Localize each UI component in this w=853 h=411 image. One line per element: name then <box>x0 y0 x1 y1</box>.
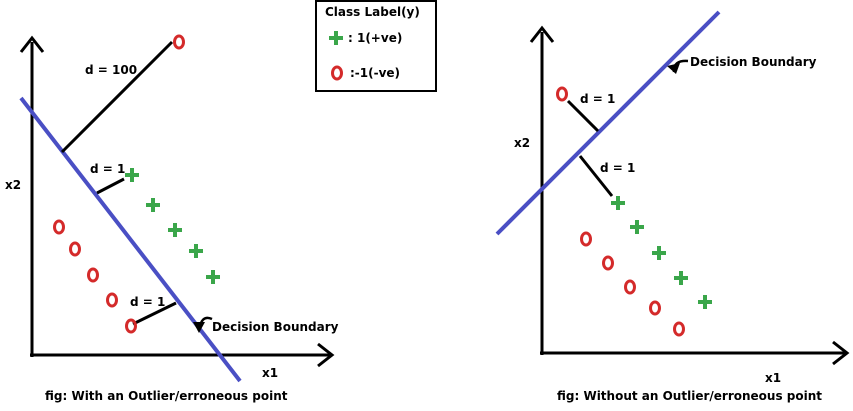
left-x-axis-label: x1 <box>262 366 278 380</box>
right-decision-boundary <box>495 10 721 236</box>
right-y-axis <box>529 25 555 355</box>
left-negative-point <box>53 219 65 235</box>
left-y-axis-label: x2 <box>5 178 21 192</box>
right-x-axis <box>540 340 850 366</box>
left-outlier-distance-label: d = 100 <box>85 63 137 77</box>
left-boundary-label: Decision Boundary <box>212 320 339 334</box>
left-y-axis <box>19 35 45 357</box>
right-plot: d = 1 d = 1 Decision Boundary x2 x1 fig:… <box>495 10 850 403</box>
right-negative-point <box>649 300 661 316</box>
right-negative-point <box>602 255 614 271</box>
left-positive-point <box>206 270 220 284</box>
right-caption: fig: Without an Outlier/erroneous point <box>557 389 822 403</box>
left-positive-point <box>146 198 160 212</box>
left-positive-distance-label: d = 1 <box>90 162 125 176</box>
right-negative-point <box>556 86 568 102</box>
right-negative-point <box>580 231 592 247</box>
right-positive-point <box>652 246 666 260</box>
right-negative-distance-label: d = 1 <box>580 92 615 106</box>
left-negative-distance-label: d = 1 <box>130 295 165 309</box>
right-boundary-pointer-arrow <box>667 59 689 74</box>
right-negative-distance-line <box>566 99 600 133</box>
left-positive-point <box>189 244 203 258</box>
right-positive-point <box>698 295 712 309</box>
right-negative-point <box>673 321 685 337</box>
right-negative-point <box>624 279 636 295</box>
right-positive-distance-line <box>578 155 614 197</box>
right-positive-point <box>611 196 625 210</box>
right-x-axis-label: x1 <box>765 371 781 385</box>
left-outlier-point <box>173 34 185 50</box>
left-positive-point <box>125 168 139 182</box>
left-boundary-pointer-arrow <box>193 316 213 333</box>
right-positive-distance-label: d = 1 <box>600 161 635 175</box>
left-negative-point <box>87 267 99 283</box>
legend-negative-label: :-1(-ve) <box>350 66 400 80</box>
legend-positive-label: : 1(+ve) <box>348 31 402 45</box>
left-positive-distance-line <box>96 177 125 195</box>
left-caption: fig: With an Outlier/erroneous point <box>45 389 288 403</box>
legend-title: Class Label(y) <box>325 5 420 19</box>
right-boundary-label: Decision Boundary <box>690 55 817 69</box>
left-x-axis <box>30 342 335 368</box>
right-y-axis-label: x2 <box>514 136 530 150</box>
left-outlier-distance-line <box>60 40 174 154</box>
left-negative-point <box>125 318 137 334</box>
left-negative-distance-line <box>132 301 177 326</box>
right-positive-point <box>630 220 644 234</box>
legend-box: Class Label(y) : 1(+ve) :-1(-ve) <box>315 0 437 92</box>
left-negative-point <box>106 292 118 308</box>
left-positive-point <box>168 223 182 237</box>
left-decision-boundary <box>19 96 242 383</box>
left-plot: d = 100 d = 1 d = 1 Decision Boundary x2… <box>5 34 339 403</box>
right-positive-point <box>674 271 688 285</box>
left-negative-point <box>69 241 81 257</box>
